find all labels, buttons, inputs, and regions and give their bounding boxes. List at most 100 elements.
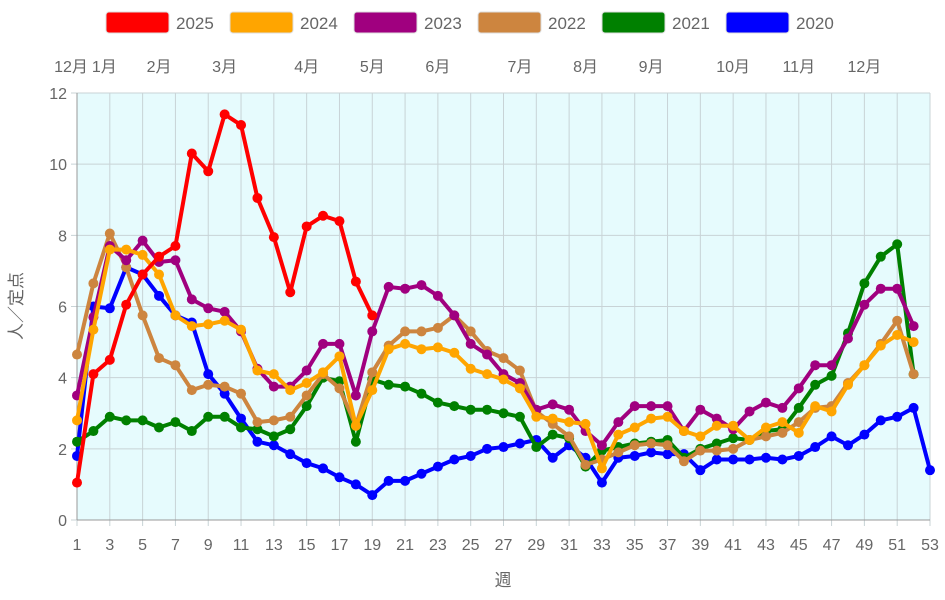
x-tick-label: 43 bbox=[757, 537, 775, 554]
x-tick-label: 45 bbox=[790, 537, 808, 554]
data-point-2023 bbox=[596, 440, 607, 451]
data-point-2022 bbox=[613, 447, 624, 458]
data-point-2023 bbox=[137, 235, 148, 246]
data-point-2023 bbox=[662, 401, 673, 412]
data-point-2022 bbox=[154, 353, 165, 364]
data-point-2020 bbox=[793, 450, 804, 461]
month-label: 1月 bbox=[92, 59, 117, 76]
data-point-2021 bbox=[203, 411, 214, 422]
x-tick-label: 19 bbox=[363, 537, 381, 554]
data-point-2023 bbox=[859, 299, 870, 310]
data-point-2020 bbox=[449, 454, 460, 465]
x-tick-label: 23 bbox=[429, 537, 447, 554]
data-point-2021 bbox=[104, 411, 115, 422]
legend-label: 2022 bbox=[548, 14, 586, 33]
data-point-2024 bbox=[416, 344, 427, 355]
data-point-2021 bbox=[465, 404, 476, 415]
data-point-2023 bbox=[564, 404, 575, 415]
series-2025 bbox=[72, 109, 378, 488]
x-tick-label: 49 bbox=[855, 537, 873, 554]
data-point-2020 bbox=[728, 454, 739, 465]
data-point-2023 bbox=[186, 294, 197, 305]
data-point-2024 bbox=[334, 351, 345, 362]
month-labels: 12月 1月 2月 3月 4月 5月 6月 7月 8月 9月 10月 11月 12月 bbox=[54, 59, 881, 76]
data-point-2023 bbox=[318, 338, 329, 349]
data-point-2021 bbox=[137, 415, 148, 426]
data-point-2024 bbox=[695, 431, 706, 442]
data-point-2020 bbox=[482, 443, 493, 454]
y-tick-label: 2 bbox=[58, 442, 67, 459]
legend-label: 2023 bbox=[424, 14, 462, 33]
data-point-2021 bbox=[170, 417, 181, 428]
data-point-2020 bbox=[285, 449, 296, 460]
data-point-2021 bbox=[826, 370, 837, 381]
data-point-2023 bbox=[301, 365, 312, 376]
legend-item-2024: 2024 bbox=[229, 11, 338, 34]
x-tick-label: 5 bbox=[138, 537, 147, 554]
data-point-2022 bbox=[662, 440, 673, 451]
data-point-2024 bbox=[793, 427, 804, 438]
data-point-2021 bbox=[482, 404, 493, 415]
data-point-2024 bbox=[252, 365, 263, 376]
x-tick-label: 33 bbox=[593, 537, 611, 554]
data-point-2024 bbox=[842, 379, 853, 390]
data-point-2024 bbox=[711, 420, 722, 431]
data-point-2021 bbox=[498, 408, 509, 419]
x-tick-label: 27 bbox=[495, 537, 513, 554]
x-tick-label: 25 bbox=[462, 537, 480, 554]
legend-item-2020: 2020 bbox=[725, 11, 834, 34]
data-point-2021 bbox=[301, 401, 312, 412]
data-point-2024 bbox=[875, 340, 886, 351]
data-point-2023 bbox=[777, 402, 788, 413]
data-point-2023 bbox=[219, 306, 230, 317]
data-point-2022 bbox=[711, 445, 722, 456]
data-point-2024 bbox=[547, 413, 558, 424]
data-point-2024 bbox=[432, 342, 443, 353]
data-point-2023 bbox=[842, 333, 853, 344]
data-point-2020 bbox=[908, 402, 919, 413]
data-point-2020 bbox=[760, 452, 771, 463]
month-label: 3月 bbox=[212, 59, 237, 76]
data-point-2020 bbox=[744, 454, 755, 465]
data-point-2023 bbox=[203, 303, 214, 314]
data-point-2022 bbox=[760, 431, 771, 442]
data-point-2024 bbox=[908, 337, 919, 348]
data-point-2024 bbox=[564, 417, 575, 428]
data-point-2021 bbox=[416, 388, 427, 399]
data-point-2024 bbox=[498, 374, 509, 385]
data-point-2022 bbox=[367, 367, 378, 378]
data-point-2025 bbox=[186, 148, 197, 159]
data-point-2022 bbox=[121, 262, 132, 273]
data-point-2020 bbox=[400, 475, 411, 486]
data-point-2023 bbox=[170, 255, 181, 266]
data-point-2024 bbox=[350, 420, 361, 431]
data-point-2020 bbox=[350, 479, 361, 490]
data-point-2022 bbox=[777, 427, 788, 438]
data-point-2025 bbox=[154, 251, 165, 262]
data-point-2022 bbox=[646, 438, 657, 449]
x-tick-label: 9 bbox=[204, 537, 213, 554]
month-label: 7月 bbox=[507, 59, 532, 76]
legend: 2025 2024 2023 2022 2021 2020 bbox=[105, 11, 834, 34]
x-tick-label: 3 bbox=[105, 537, 114, 554]
data-point-2025 bbox=[121, 299, 132, 310]
legend-label: 2024 bbox=[300, 14, 338, 33]
data-point-2024 bbox=[104, 244, 115, 255]
data-point-2025 bbox=[219, 109, 230, 120]
x-tick-label: 35 bbox=[626, 537, 644, 554]
data-point-2021 bbox=[547, 429, 558, 440]
data-point-2024 bbox=[531, 411, 542, 422]
data-point-2020 bbox=[203, 369, 214, 380]
data-point-2024 bbox=[613, 429, 624, 440]
data-point-2024 bbox=[186, 321, 197, 332]
x-tick-label: 41 bbox=[724, 537, 742, 554]
data-point-2024 bbox=[318, 367, 329, 378]
data-point-2022 bbox=[678, 456, 689, 467]
legend-item-2023: 2023 bbox=[353, 11, 462, 34]
data-point-2021 bbox=[875, 251, 886, 262]
data-point-2020 bbox=[367, 490, 378, 501]
data-point-2021 bbox=[350, 436, 361, 447]
data-point-2024 bbox=[892, 329, 903, 340]
data-point-2022 bbox=[728, 443, 739, 454]
data-point-2023 bbox=[432, 290, 443, 301]
